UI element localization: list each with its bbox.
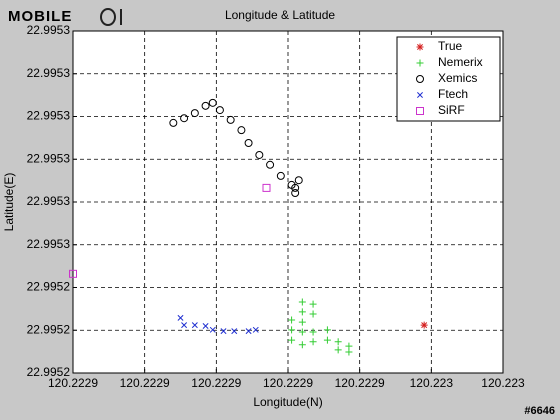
point xyxy=(181,322,188,329)
legend-marker xyxy=(417,92,423,98)
y-tick-label: 22.9953 xyxy=(27,23,71,37)
point xyxy=(323,326,331,334)
legend: True Nemerix Xemics Ftech SiRF xyxy=(396,36,501,122)
legend-label: SiRF xyxy=(438,103,465,117)
watermark: #6646 xyxy=(524,405,555,417)
point xyxy=(345,342,353,350)
x-axis-label: Longitude(N) xyxy=(253,395,322,409)
x-tick-label: 120.2229 xyxy=(48,376,98,390)
point xyxy=(220,328,227,335)
point xyxy=(201,101,210,110)
legend-marker xyxy=(416,107,424,115)
plot-border xyxy=(72,30,504,374)
point xyxy=(288,336,296,344)
legend-marker xyxy=(416,59,424,67)
point xyxy=(226,115,235,124)
point xyxy=(191,322,198,329)
logo: MOBILE xyxy=(8,8,72,25)
point xyxy=(252,326,259,333)
point xyxy=(298,298,306,306)
x-tick-label: 120.2229 xyxy=(120,376,170,390)
point xyxy=(237,126,246,135)
point xyxy=(266,160,275,169)
y-axis-label: Latitude(E) xyxy=(2,173,16,232)
y-tick-label: 22.9952 xyxy=(27,322,71,336)
y-tick-label: 22.9953 xyxy=(27,194,71,208)
x-tick-label: 120.223 xyxy=(410,376,454,390)
x-tick-label: 120.2229 xyxy=(335,376,385,390)
point xyxy=(309,338,317,346)
point xyxy=(180,114,189,123)
point xyxy=(208,98,217,107)
point xyxy=(276,171,285,180)
point xyxy=(298,341,306,349)
point xyxy=(420,321,428,329)
x-tick-label: 120.223 xyxy=(481,376,525,390)
legend-label: Nemerix xyxy=(438,55,483,69)
point xyxy=(245,328,252,335)
point xyxy=(298,318,306,326)
point xyxy=(334,346,342,354)
point xyxy=(309,310,317,318)
legend-label: Xemics xyxy=(438,71,477,85)
legend-marker xyxy=(416,75,424,83)
point xyxy=(231,328,238,335)
point xyxy=(215,106,224,115)
legend-marker xyxy=(416,43,424,51)
y-tick-label: 22.9953 xyxy=(27,66,71,80)
point xyxy=(190,109,199,118)
point xyxy=(288,316,296,324)
point xyxy=(177,314,184,321)
legend-box xyxy=(396,36,501,122)
point xyxy=(334,338,342,346)
y-tick-label: 22.9952 xyxy=(27,280,71,294)
point xyxy=(169,118,178,127)
point xyxy=(294,176,303,185)
legend-label: True xyxy=(438,39,463,53)
point xyxy=(69,269,77,278)
y-tick-label: 22.9952 xyxy=(27,365,71,379)
point xyxy=(298,328,306,336)
point xyxy=(209,326,216,333)
point xyxy=(244,139,253,148)
point xyxy=(309,300,317,308)
y-tick-label: 22.9953 xyxy=(27,151,71,165)
x-tick-label: 120.2229 xyxy=(263,376,313,390)
point xyxy=(291,183,300,192)
point xyxy=(288,326,296,334)
point xyxy=(202,322,209,329)
point xyxy=(298,308,306,316)
y-tick-label: 22.9953 xyxy=(27,237,71,251)
y-tick-label: 22.9953 xyxy=(27,109,71,123)
point xyxy=(323,336,331,344)
x-tick-label: 120.2229 xyxy=(191,376,241,390)
point xyxy=(291,189,300,198)
chart-title: Longitude & Latitude xyxy=(225,8,335,22)
point xyxy=(309,328,317,336)
point xyxy=(255,150,264,159)
legend-label: Ftech xyxy=(438,87,468,101)
point xyxy=(345,348,353,356)
point xyxy=(262,183,271,192)
logo-icon xyxy=(100,8,122,26)
